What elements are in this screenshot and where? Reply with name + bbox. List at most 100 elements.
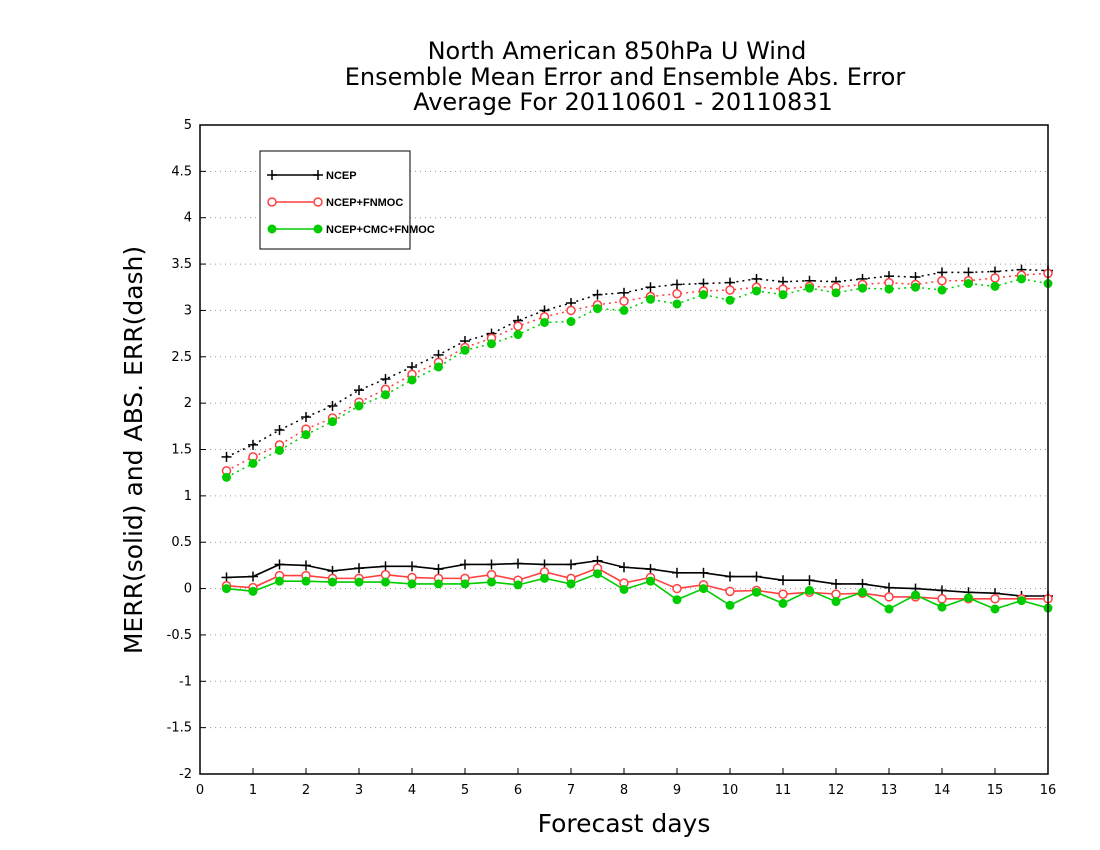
x-tick-label: 4 [408,783,416,798]
x-tick-label: 12 [828,783,845,798]
ncep-cmc-fnmoc-mean-error-point [354,577,364,587]
y-tick-label: 3 [184,303,192,318]
ncep-cmc-fnmoc-abs-error-point [646,294,655,304]
ncep-cmc-fnmoc-mean-error-point [805,585,814,595]
ncep-cmc-fnmoc-mean-error-point [884,604,894,614]
ncep-fnmoc-abs-error-point [513,321,523,331]
ncep-abs-error-point [221,451,232,462]
ncep-cmc-fnmoc-mean-error-point [540,573,549,583]
y-tick-label: 1 [184,489,192,504]
x-tick-label: 9 [673,783,681,798]
ncep-cmc-fnmoc-mean-error-point [381,577,390,587]
x-tick-label: 2 [302,783,310,798]
y-tick-label: 4.5 [171,164,192,179]
ncep-cmc-fnmoc-mean-error-point [407,579,417,589]
ncep-abs-error-point [301,412,311,423]
x-tick-label: 3 [355,783,363,798]
ncep-fnmoc-abs-error-point [566,305,576,316]
ncep-abs-error-point [645,282,656,293]
ncep-cmc-fnmoc-abs-error-line [226,278,1049,478]
ncep-fnmoc-mean-error-point [884,592,894,602]
ncep-cmc-fnmoc-mean-error-point [1017,596,1026,606]
legend-items: NCEP NCEP+FNMOC NCEP+CMC+FNMOC [267,170,435,236]
ncep-mean-error-point [725,571,735,582]
ncep-cmc-fnmoc-abs-error-point [964,279,973,289]
ncep-cmc-fnmoc-mean-error-point [328,577,337,587]
ncep-cmc-fnmoc-abs-error-point [990,281,1000,291]
chart-title: North American 850hPa U Wind Ensemble Me… [345,37,906,116]
legend-ncep-cmc-fnmoc-marker-end [313,224,323,234]
ncep-cmc-fnmoc-abs-error-point [699,290,708,300]
y-axis-label: MERR(solid) and ABS. ERR(dash) [119,246,148,654]
x-tick-label: 7 [567,783,575,798]
legend-ncep-fnmoc-marker-end [313,197,323,207]
ncep-cmc-fnmoc-abs-error-point [354,401,364,411]
ncep-cmc-fnmoc-abs-error-point [593,304,602,314]
ncep-fnmoc-abs-error-line [226,272,1049,472]
ncep-abs-error-point [619,287,629,298]
ncep-cmc-fnmoc-abs-error-point [805,283,814,293]
ncep-mean-error-point [884,582,894,593]
y-tick-label: 0 [184,582,192,597]
ncep-abs-error-point [751,273,762,284]
ncep-fnmoc-abs-error-point [990,273,1000,283]
y-tick-label: 1.5 [171,443,192,458]
ncep-fnmoc-mean-error-line [226,567,1048,600]
ncep-cmc-fnmoc-mean-error-point [487,577,496,587]
y-tick-label: 5 [184,118,192,133]
legend-ncep-marker-end [313,170,323,180]
ncep-mean-error-point [566,559,576,570]
ncep-abs-error-point [327,400,338,411]
ncep-cmc-fnmoc-abs-error-point [275,445,284,455]
ncep-cmc-fnmoc-mean-error-point [222,584,231,594]
ncep-cmc-fnmoc-mean-error-point [434,579,443,589]
ncep-cmc-fnmoc-abs-error-point [911,282,920,292]
ncep-cmc-fnmoc-mean-error-point [831,597,841,607]
ncep-mean-error-point [513,558,523,569]
y-tick-label: 0.5 [171,535,192,550]
ncep-abs-error-point [274,425,285,436]
ncep-mean-error-point [354,563,364,574]
y-tick-label: 4 [184,211,192,226]
ncep-mean-error-point [619,562,629,573]
ncep-abs-error-point [592,289,603,300]
x-tick-label: 8 [620,783,628,798]
ncep-cmc-fnmoc-mean-error-point [937,602,947,612]
ncep-cmc-fnmoc-abs-error-point [328,417,337,427]
ncep-cmc-fnmoc-abs-error-point [858,283,867,293]
ncep-cmc-fnmoc-mean-error-point [460,579,470,589]
ncep-cmc-fnmoc-abs-error-point [752,286,761,296]
ncep-cmc-fnmoc-mean-error-point [646,576,655,586]
ncep-abs-error-point [963,267,974,278]
legend-ncep-cmc-fnmoc-marker-start [267,224,277,234]
ncep-cmc-fnmoc-mean-error-point [513,580,523,590]
y-tick-label: -1.5 [167,721,192,736]
ncep-mean-error-point [672,567,682,578]
ncep-mean-error-point [857,578,868,589]
ncep-fnmoc-mean-error-point [990,594,1000,604]
x-tick-label: 11 [775,783,792,798]
y-tick-label: -2 [179,767,192,782]
ncep-cmc-fnmoc-abs-error-point [381,390,390,400]
ncep-fnmoc-abs-error-point [619,296,629,306]
ncep-mean-error-point [751,571,762,582]
ncep-cmc-fnmoc-mean-error-point [275,576,284,586]
x-tick-label: 1 [249,783,257,798]
ncep-mean-error-point [248,571,258,582]
x-tick-label: 13 [881,783,898,798]
x-tick-label: 14 [934,783,951,798]
y-tick-label: 3.5 [171,257,192,272]
legend-ncep-cmc-fnmoc-label: NCEP+CMC+FNMOC [326,224,435,236]
legend-ncep-fnmoc-marker-start [267,197,277,207]
legend-ncep-fnmoc-label: NCEP+FNMOC [326,197,403,209]
ncep-cmc-fnmoc-mean-error-point [248,586,258,596]
ncep-cmc-fnmoc-abs-error-point [513,330,523,340]
ncep-mean-error-point [937,585,947,596]
gridlines [200,170,1048,729]
ncep-cmc-fnmoc-abs-error-point [222,472,231,482]
legend-ncep-marker-start [267,170,277,180]
x-tick-label: 6 [514,783,522,798]
ncep-abs-error-point [672,279,682,290]
ncep-mean-error-point [274,559,285,570]
